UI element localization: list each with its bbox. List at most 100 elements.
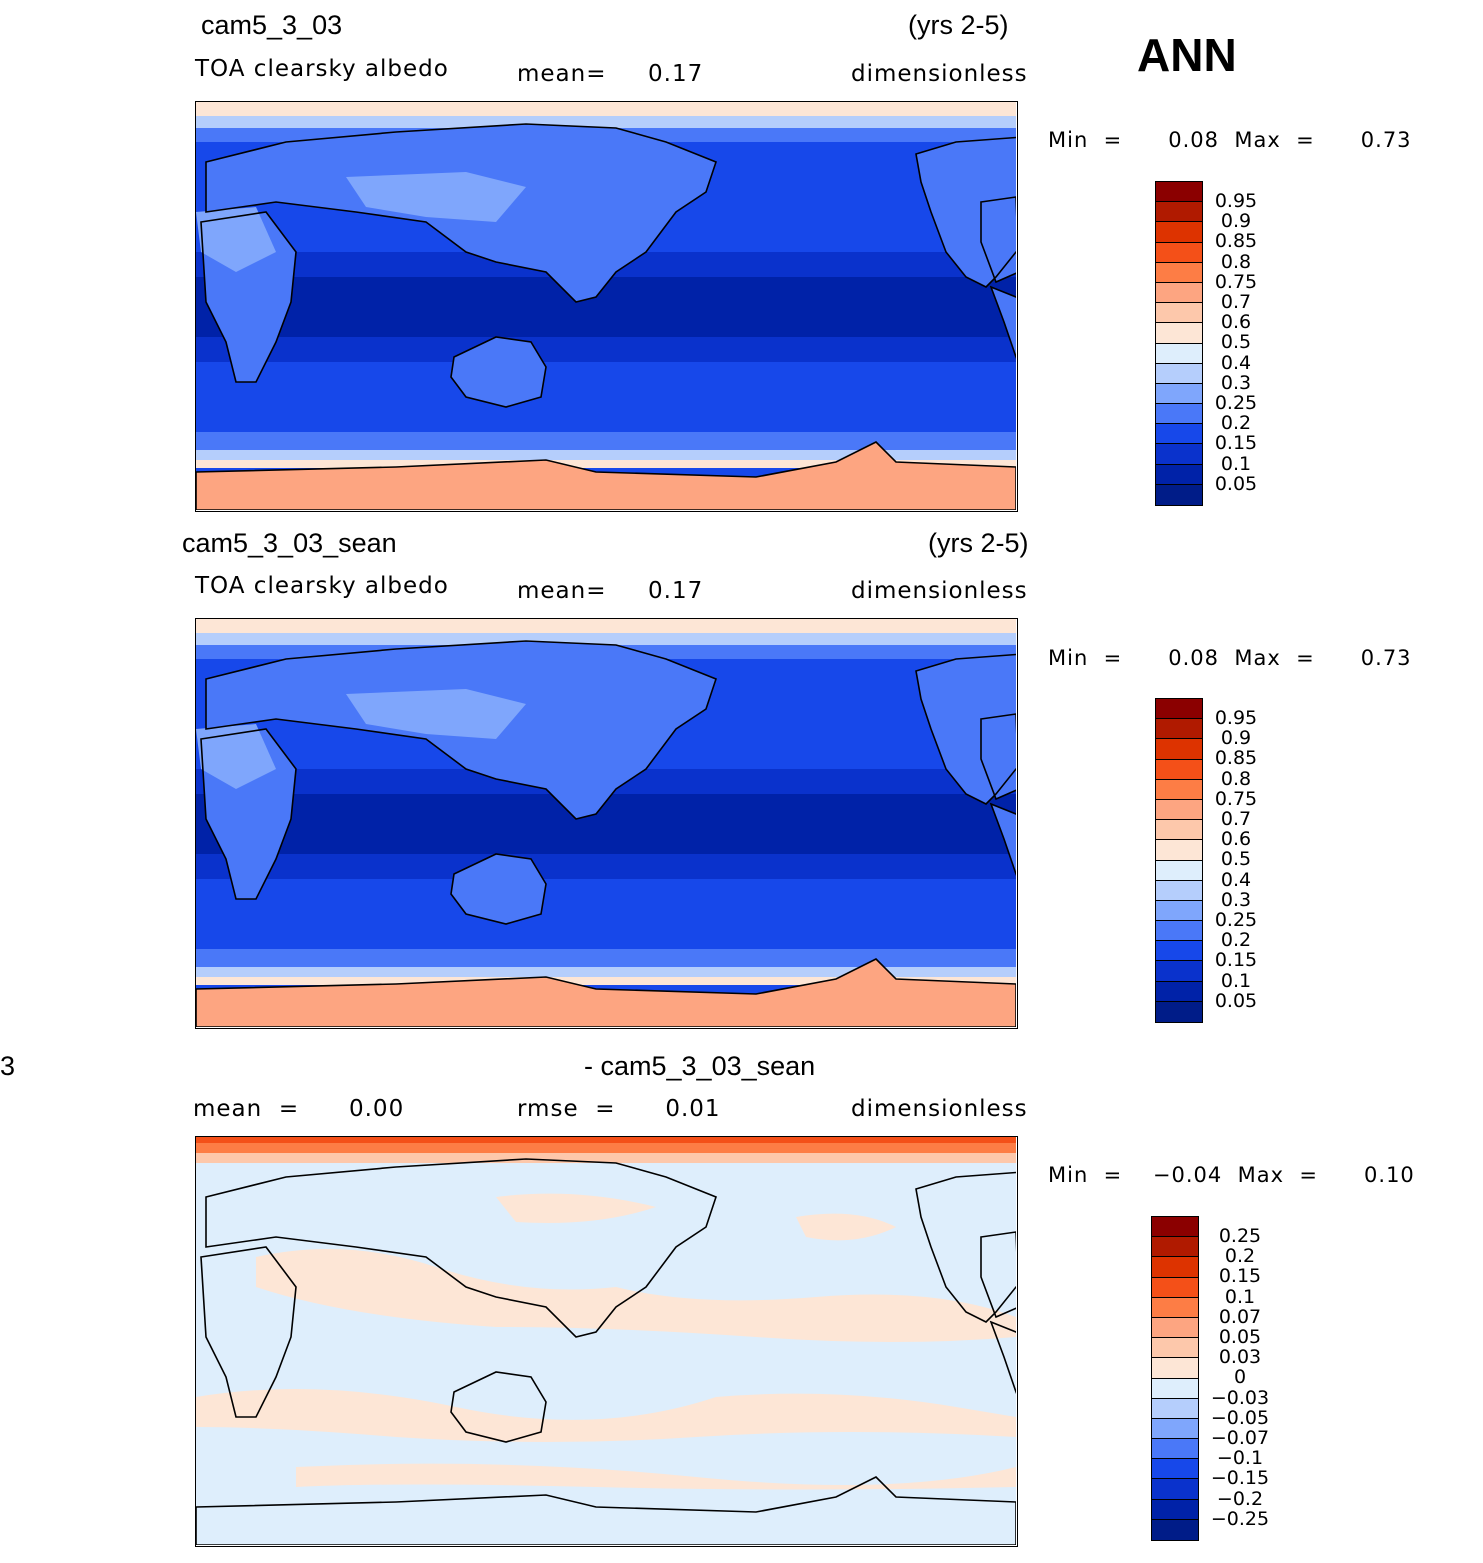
contour-band	[196, 450, 1016, 462]
panel1-colorbar	[1155, 181, 1203, 506]
land-contour	[991, 287, 1016, 357]
panel3-rmse: rmse = 0.01	[517, 1096, 721, 1122]
panel3-map	[195, 1136, 1018, 1547]
colorbar-swatch	[1156, 719, 1202, 740]
panel1-years: (yrs 2-5)	[908, 10, 1009, 40]
colorbar-label: 0.5	[1220, 331, 1252, 354]
colorbar-swatch	[1156, 961, 1202, 982]
colorbar-label: 0.85	[1214, 747, 1258, 770]
colorbar-label: 0.4	[1220, 351, 1252, 374]
colorbar-swatch	[1156, 880, 1202, 901]
colorbar-swatch	[1156, 202, 1202, 223]
colorbar-label: −0.03	[1210, 1386, 1270, 1409]
tropics-band	[196, 794, 1016, 854]
contour-band	[196, 633, 1016, 645]
colorbar-swatch	[1152, 1358, 1198, 1379]
colorbar-swatch	[1156, 981, 1202, 1002]
panel3-colorbar	[1151, 1216, 1199, 1541]
panel3-min-max: Min = −0.04 Max = 0.10	[1048, 1163, 1415, 1187]
colorbar-swatch	[1156, 363, 1202, 384]
colorbar-label: 0.15	[1214, 949, 1258, 972]
colorbar-label: 0.15	[1218, 1265, 1262, 1288]
colorbar-swatch	[1152, 1217, 1198, 1238]
colorbar-swatch	[1152, 1257, 1198, 1278]
colorbar-swatch	[1152, 1479, 1198, 1500]
contour-band	[196, 460, 1016, 468]
colorbar-swatch	[1152, 1277, 1198, 1298]
colorbar-swatch	[1156, 699, 1202, 720]
colorbar-swatch	[1152, 1378, 1198, 1399]
land-contour	[451, 854, 546, 924]
contour-band	[196, 432, 1016, 450]
colorbar-label: 0.1	[1220, 452, 1252, 475]
colorbar-swatch	[1156, 779, 1202, 800]
land-contour	[981, 714, 1016, 799]
contour-band	[196, 1153, 1016, 1163]
positive-anomaly-contour	[196, 1389, 1016, 1442]
colorbar-swatch	[1152, 1459, 1198, 1480]
colorbar-label: 0.6	[1220, 311, 1252, 334]
colorbar-swatch	[1156, 739, 1202, 760]
contour-band	[196, 967, 1016, 979]
colorbar-label: 0.05	[1214, 472, 1258, 495]
coastline	[196, 441, 1016, 510]
arctic-band	[196, 1137, 1016, 1143]
colorbar-label: −0.05	[1210, 1406, 1270, 1429]
arctic-band	[196, 619, 1016, 633]
colorbar-label: 0.25	[1214, 909, 1258, 931]
coastline	[450, 1371, 547, 1443]
coastline	[196, 1476, 1016, 1545]
land-contour	[196, 724, 276, 789]
colorbar-swatch	[1152, 1439, 1198, 1460]
colorbar-label: 0.4	[1220, 868, 1252, 891]
coastline	[915, 136, 1016, 288]
colorbar-swatch	[1156, 404, 1202, 425]
colorbar-label: 0.2	[1220, 929, 1252, 952]
map-plot	[196, 1137, 1016, 1545]
panel3-mean: mean = 0.00	[193, 1096, 405, 1122]
contour-band	[196, 116, 1016, 128]
colorbar-swatch	[1156, 303, 1202, 324]
colorbar-swatch	[1156, 900, 1202, 922]
coastline	[980, 713, 1016, 801]
colorbar-label: 0.75	[1214, 270, 1258, 293]
colorbar-swatch	[1156, 759, 1202, 780]
land-contour	[196, 207, 276, 272]
colorbar-label: 0.3	[1220, 888, 1252, 911]
panel3-case-title: - cam5_3_03_sean	[584, 1051, 816, 1081]
colorbar-label: 0.9	[1220, 727, 1252, 750]
colorbar-label: 0.75	[1214, 787, 1258, 810]
colorbar-swatch	[1152, 1237, 1198, 1258]
coastline	[980, 1231, 1016, 1319]
colorbar-swatch	[1156, 799, 1202, 821]
panel1-units: dimensionless	[851, 61, 1028, 87]
colorbar-swatch	[1156, 941, 1202, 962]
coastline	[205, 640, 717, 820]
colorbar-swatch	[1156, 840, 1202, 861]
colorbar-label: 0.6	[1220, 828, 1252, 851]
panel3-case-title-left: 3	[0, 1051, 16, 1081]
colorbar-swatch	[1152, 1499, 1198, 1520]
colorbar-label: 0.07	[1218, 1305, 1262, 1328]
colorbar-swatch	[1156, 444, 1202, 465]
colorbar-swatch	[1152, 1338, 1198, 1359]
panel1-case-title: cam5_3_03	[201, 10, 343, 40]
colorbar-swatch	[1156, 820, 1202, 841]
colorbar-label: 0.7	[1220, 291, 1252, 313]
land-contour	[451, 337, 546, 407]
colorbar-label: −0.2	[1216, 1487, 1264, 1510]
colorbar-swatch	[1156, 424, 1202, 445]
colorbar-label: 0.95	[1214, 707, 1258, 729]
arctic-band	[196, 1143, 1016, 1153]
colorbar-label: 0.1	[1220, 969, 1252, 992]
contour-band	[196, 977, 1016, 985]
panel1-min-max: Min = 0.08 Max = 0.73	[1048, 128, 1412, 152]
antarctica-contour	[196, 959, 1016, 1027]
positive-anomaly-contour	[496, 1193, 656, 1223]
coastline	[450, 853, 547, 925]
colorbar-swatch	[1152, 1317, 1198, 1339]
colorbar-label: −0.07	[1210, 1427, 1270, 1449]
colorbar-label: 0.9	[1220, 210, 1252, 233]
map-plot	[196, 102, 1016, 510]
coastline	[980, 196, 1016, 284]
